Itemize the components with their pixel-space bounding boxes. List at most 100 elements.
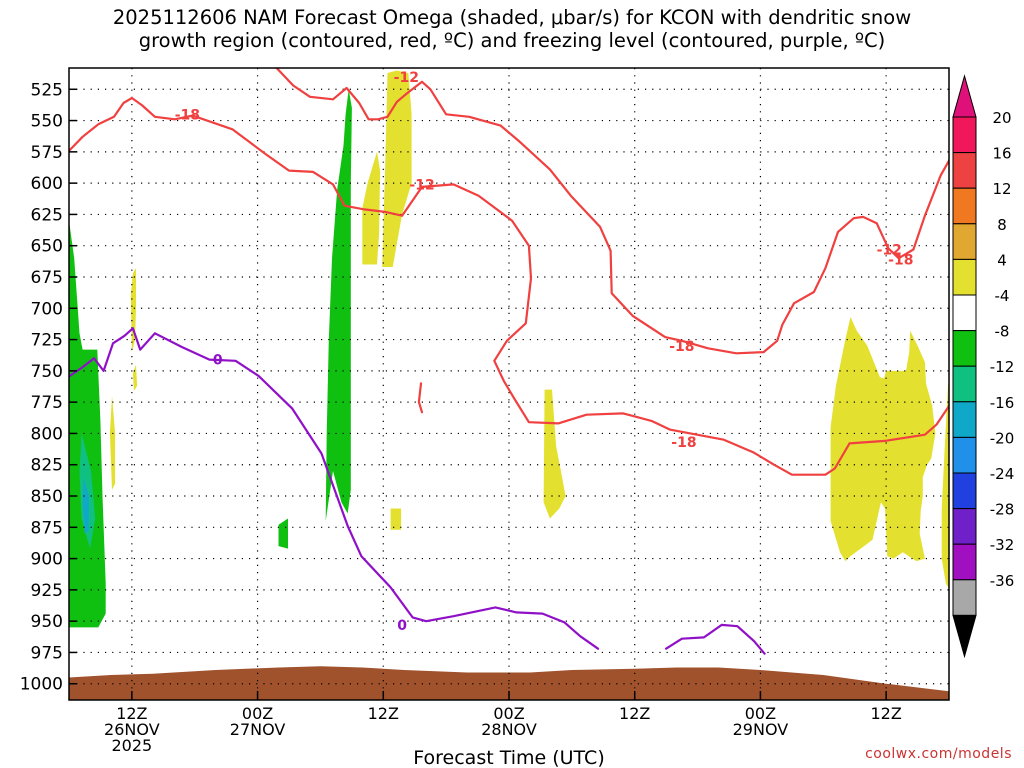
dgz-contour [69,96,949,476]
colorbar-label: -32 [990,536,1015,554]
y-tick-label: 600 [31,174,63,194]
x-tick-label: 26NOV [104,720,160,739]
omega-shade-green-small [278,518,288,549]
dgz-contour-label: -18 [671,435,696,451]
colorbar-segment [952,508,977,545]
colorbar-segment [952,116,977,154]
colorbar-label: -8 [995,323,1010,341]
omega-shade-cyan-left [82,477,89,534]
colorbar-segment [952,294,977,332]
terrain-layer [69,666,949,700]
y-tick-label: 850 [31,487,63,507]
y-tick-label: 1000 [20,675,63,695]
y-tick-label: 575 [31,143,63,163]
omega-shade-yellow-1 [130,268,136,353]
colorbar-segment [952,401,977,438]
y-tick-label: 700 [31,299,63,319]
y-tick-label: 900 [31,550,63,570]
colorbar-segment [952,365,977,403]
x-tick-label: 12Z [870,704,901,723]
colorbar-segment [952,330,977,367]
dgz-contour-label: -12 [409,177,434,193]
omega-shade-yellow-3 [109,395,116,490]
colorbar-segment [952,579,977,616]
y-tick-label: 875 [31,518,63,538]
x-tick-label: 2025 [111,736,152,755]
dgz-contour-label: -12 [394,70,419,86]
colorbar: 20 16 12 8 4 -4 -8 -12 -16 -20 -24 -28 -32 -36 [952,74,1015,659]
y-tick-label: 775 [31,393,63,413]
x-tick-label: 00Z [242,704,273,723]
colorbar-top-triangle [952,74,977,118]
freezing-level-contour [664,623,766,655]
freezing-level-label: 0 [213,353,223,369]
y-tick-label: 825 [31,456,63,476]
dgz-contour-label: -18 [175,107,200,123]
colorbar-label: 8 [997,216,1007,234]
y-tick-label: 625 [31,205,63,225]
omega-shade-yellow-5 [382,70,412,267]
omega-shade-green-mid [325,89,352,522]
y-tick-label: 925 [31,581,63,601]
dgz-contour-label: -12 [877,242,902,258]
colorbar-label: 20 [992,109,1011,127]
freezing-level-contour [69,327,600,650]
credit-text: coolwx.com/models [865,746,1012,762]
x-tick-label: 00Z [745,704,776,723]
omega-shade-yellow-7 [543,389,566,519]
dgz-contour [897,158,949,260]
omega-shade-yellow-4 [362,151,381,265]
colorbar-label: 16 [992,145,1011,163]
chart-title-line1: 2025112606 NAM Forecast Omega (shaded, μ… [112,6,912,29]
colorbar-label: 4 [997,251,1007,269]
omega-shade-green-left [69,220,106,628]
chart-title: 2025112606 NAM Forecast Omega (shaded, μ… [0,6,1024,52]
x-tick-label: 29NOV [733,720,789,739]
colorbar-bottom-triangle [952,614,977,659]
x-axis-title: Forecast Time (UTC) [413,747,604,768]
y-tick-label: 550 [31,112,63,132]
omega-shade-yellow-right [830,317,936,562]
dgz-contour [275,68,900,355]
x-tick-label: 12Z [116,704,147,723]
dgz-contour-label: -18 [669,339,694,355]
chart-title-line2: growth region (contoured, red, ºC) and f… [138,29,886,52]
colorbar-segment [952,543,977,581]
colorbar-label: -24 [990,465,1015,483]
colorbar-segment [952,152,977,189]
y-tick-label: 525 [31,80,63,100]
colorbar-segment [952,436,977,474]
colorbar-segment [952,223,977,260]
y-axis: 525 550 575 600 625 650 675 700 725 750 775 800 825 8… [20,80,77,695]
y-tick-label: 650 [31,237,63,257]
colorbar-label: -16 [990,394,1015,412]
y-tick-label: 750 [31,362,63,382]
colorbar-label: -20 [990,429,1015,447]
x-tick-label: 28NOV [481,720,537,739]
x-tick-label: 12Z [619,704,650,723]
terrain-fill [69,666,949,700]
colorbar-label: -4 [995,287,1010,305]
dgz-contour-label: -18 [888,252,913,268]
colorbar-label: -28 [990,501,1015,519]
omega-shade-yellow-edge [941,378,949,589]
x-tick-label: 00Z [493,704,524,723]
x-tick-label: 27NOV [230,720,286,739]
colorbar-label: 12 [992,180,1011,198]
colorbar-segment [952,472,977,510]
freezing-level-label: 0 [397,618,407,634]
omega-shade-yellow-2 [132,364,138,391]
colorbar-segment [952,258,977,296]
dgz-contour [417,382,424,414]
y-tick-label: 675 [31,268,63,288]
grid-layer [69,68,949,700]
colorbar-label: -12 [990,358,1015,376]
omega-shading-layer [69,70,949,628]
y-tick-label: 725 [31,331,63,351]
colorbar-label: -36 [990,572,1015,590]
x-tick-label: 12Z [368,704,399,723]
y-tick-label: 950 [31,612,63,632]
y-tick-label: 800 [31,424,63,444]
